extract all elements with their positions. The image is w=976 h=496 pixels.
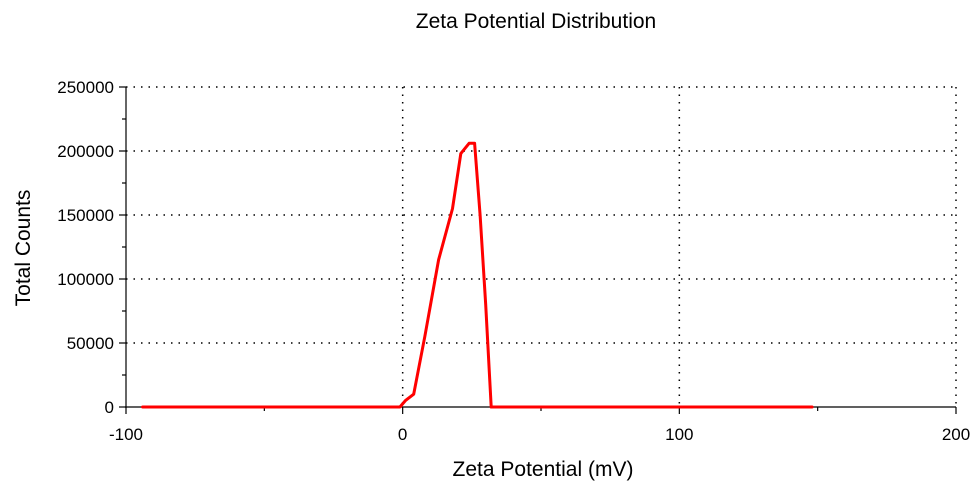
x-tick-label: 200 (942, 425, 970, 444)
series-layer (141, 141, 814, 409)
y-tick-label: 100000 (57, 270, 114, 289)
x-tick-label: -100 (109, 425, 143, 444)
y-tick-label: 0 (105, 398, 114, 417)
grid-lines (126, 86, 957, 407)
y-axis-label: Total Counts (12, 190, 35, 307)
axes: 0 50000 100000 150000 200000 250000 -100 0 100 20… (57, 78, 970, 444)
chart-title: Zeta Potential Distribution (416, 10, 656, 33)
y-tick-label: 200000 (57, 142, 114, 161)
y-tick-label: 150000 (57, 206, 114, 225)
x-axis-label: Zeta Potential (mV) (453, 458, 634, 481)
distribution-line (141, 141, 814, 409)
x-tick-label: 100 (665, 425, 693, 444)
y-tick-label: 250000 (57, 78, 114, 97)
x-tick-label: 0 (398, 425, 407, 444)
y-tick-label: 50000 (67, 334, 114, 353)
